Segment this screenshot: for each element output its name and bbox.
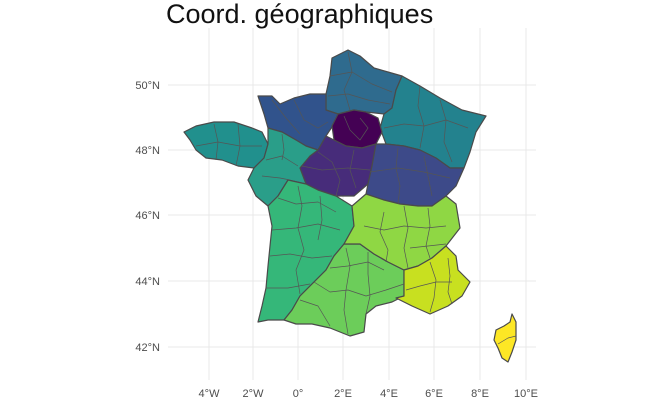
- department-boundary: [423, 155, 433, 197]
- department-boundary: [383, 119, 469, 129]
- region-corse: [493, 313, 517, 363]
- x-tick-label: 10°E: [514, 388, 538, 400]
- y-tick-label: 42°N: [135, 342, 160, 354]
- x-tick-label: 2°W: [243, 388, 265, 400]
- department-boundary: [317, 195, 323, 241]
- region-provence-alpes-cote-d-azur: [395, 245, 471, 315]
- department-boundary: [329, 71, 393, 93]
- y-axis-ticks: 42°N 44°N 46°N 48°N 50°N: [135, 80, 160, 354]
- y-tick-label: 50°N: [135, 80, 160, 92]
- region-hauts-de-france: [325, 49, 403, 115]
- department-boundary: [365, 252, 371, 315]
- y-tick-label: 46°N: [135, 210, 160, 222]
- department-boundary: [313, 281, 405, 297]
- department-boundary: [261, 175, 291, 181]
- department-boundary: [295, 185, 305, 295]
- y-tick-label: 48°N: [135, 145, 160, 157]
- department-boundary: [265, 155, 299, 167]
- department-boundary: [271, 223, 341, 231]
- department-boundary: [343, 115, 369, 141]
- department-boundary: [271, 99, 301, 135]
- map-title: Coord. géographiques: [166, 0, 434, 29]
- department-boundary: [327, 93, 391, 105]
- y-tick-label: 44°N: [135, 276, 160, 288]
- department-boundary: [447, 257, 453, 305]
- department-boundary: [417, 85, 425, 149]
- department-boundaries: [195, 51, 517, 345]
- x-tick-label: 2°E: [334, 388, 352, 400]
- x-tick-label: 0°: [293, 388, 304, 400]
- x-axis-ticks: 4°W 2°W 0° 2°E 4°E 6°E 8°E 10°E: [199, 388, 538, 400]
- department-boundary: [299, 299, 331, 327]
- department-boundary: [277, 197, 337, 213]
- department-boundary: [281, 133, 285, 161]
- department-boundary: [403, 205, 409, 269]
- department-boundary: [369, 167, 451, 179]
- department-boundary: [343, 247, 351, 335]
- department-boundary: [266, 283, 311, 289]
- department-boundary: [195, 141, 262, 147]
- department-boundary: [395, 147, 401, 205]
- x-tick-label: 6°E: [425, 388, 443, 400]
- department-boundary: [379, 211, 389, 263]
- department-boundary: [329, 261, 385, 271]
- department-boundary: [429, 261, 437, 313]
- x-tick-label: 4°E: [380, 388, 398, 400]
- department-boundary: [497, 335, 517, 345]
- x-tick-label: 8°E: [471, 388, 489, 400]
- department-boundary: [269, 253, 333, 259]
- department-boundary: [349, 149, 357, 189]
- department-boundary: [405, 281, 452, 291]
- regions: [183, 49, 517, 363]
- x-tick-label: 4°W: [199, 388, 221, 400]
- department-boundary: [293, 99, 329, 129]
- department-boundary: [301, 165, 371, 171]
- region-bretagne: [183, 121, 269, 169]
- department-boundary: [439, 99, 453, 163]
- department-boundary: [409, 243, 447, 249]
- department-boundary: [363, 225, 447, 231]
- department-boundary: [343, 51, 353, 111]
- department-boundary: [425, 207, 431, 259]
- department-boundary: [317, 151, 341, 197]
